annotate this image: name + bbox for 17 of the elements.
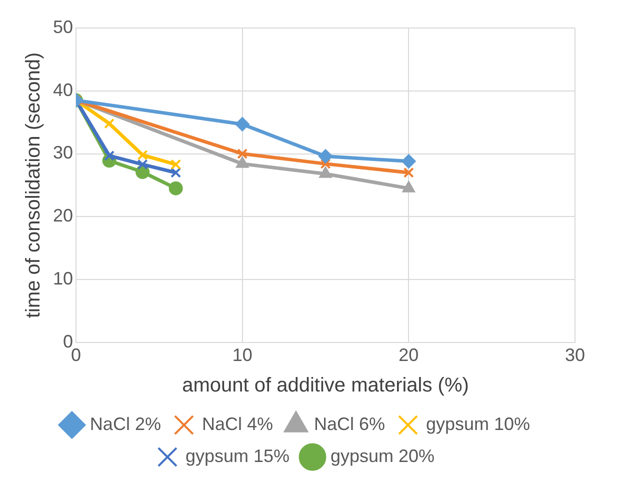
legend-label: gypsum 15% <box>185 446 290 466</box>
x-axis-title: amount of additive materials (%) <box>182 374 469 397</box>
legend-label: NaCl 4% <box>202 414 273 434</box>
x-tick-label: 10 <box>232 345 252 366</box>
y-tick-label: 30 <box>52 142 74 163</box>
y-axis-title: time of consolidation (second) <box>22 52 45 318</box>
legend-label: gypsum 20% <box>330 446 435 466</box>
y-tick-label: 40 <box>52 80 74 100</box>
legend-label: NaCl 6% <box>314 414 386 434</box>
x-tick-label: 30 <box>564 345 586 366</box>
legend-label: NaCl 2% <box>90 414 161 434</box>
y-tick-label: 0 <box>63 331 74 352</box>
y-tick-label: 20 <box>52 206 74 226</box>
x-tick-label: 20 <box>398 345 419 366</box>
y-tick-label: 10 <box>52 268 74 288</box>
legend-label: gypsum 10% <box>426 414 530 434</box>
y-tick-label: 50 <box>52 16 74 37</box>
